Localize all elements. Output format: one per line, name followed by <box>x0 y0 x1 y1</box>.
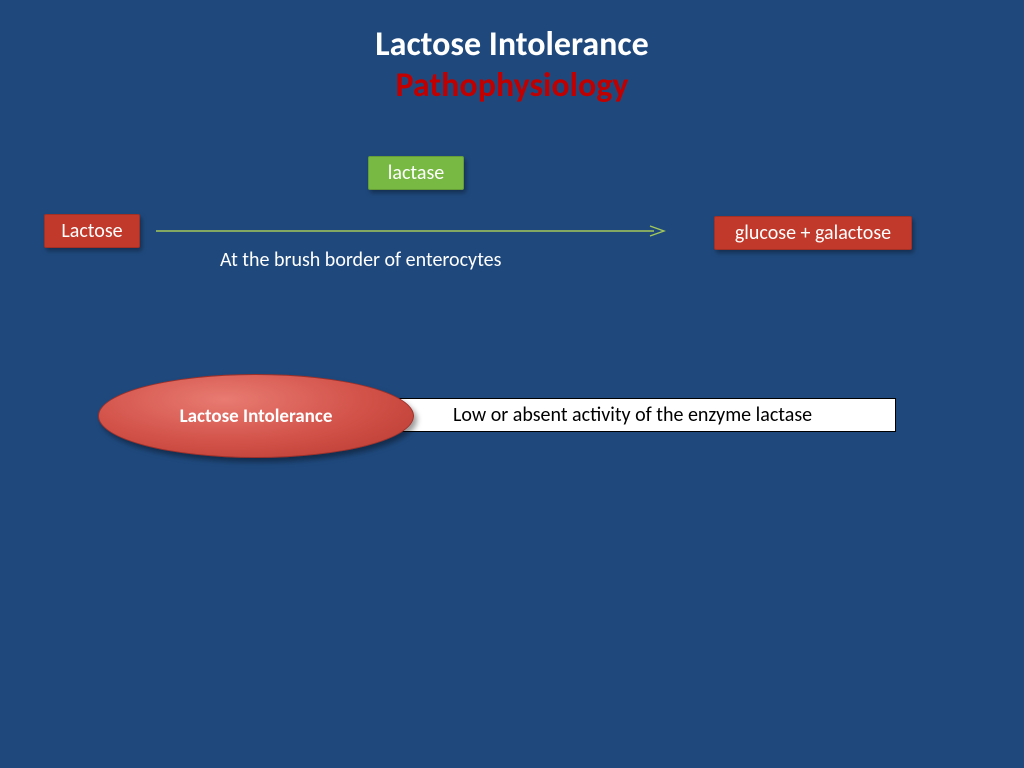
substrate-box: Lactose <box>44 214 140 248</box>
definition-term: Lactose Intolerance <box>180 405 333 428</box>
definition-text: Low or absent activity of the enzyme lac… <box>453 403 812 427</box>
reaction-arrow <box>156 224 666 238</box>
enzyme-box: lactase <box>368 156 464 190</box>
products-box: glucose + galactose <box>714 216 912 250</box>
definition-term-ellipse: Lactose Intolerance <box>98 374 414 458</box>
title-line2: Pathophysiology <box>0 65 1024 106</box>
definition-box: Low or absent activity of the enzyme lac… <box>380 398 896 432</box>
location-caption: At the brush border of enterocytes <box>220 248 501 272</box>
slide: Lactose Intolerance Pathophysiology lact… <box>0 0 1024 768</box>
title-block: Lactose Intolerance Pathophysiology <box>0 24 1024 106</box>
title-line1: Lactose Intolerance <box>0 24 1024 65</box>
